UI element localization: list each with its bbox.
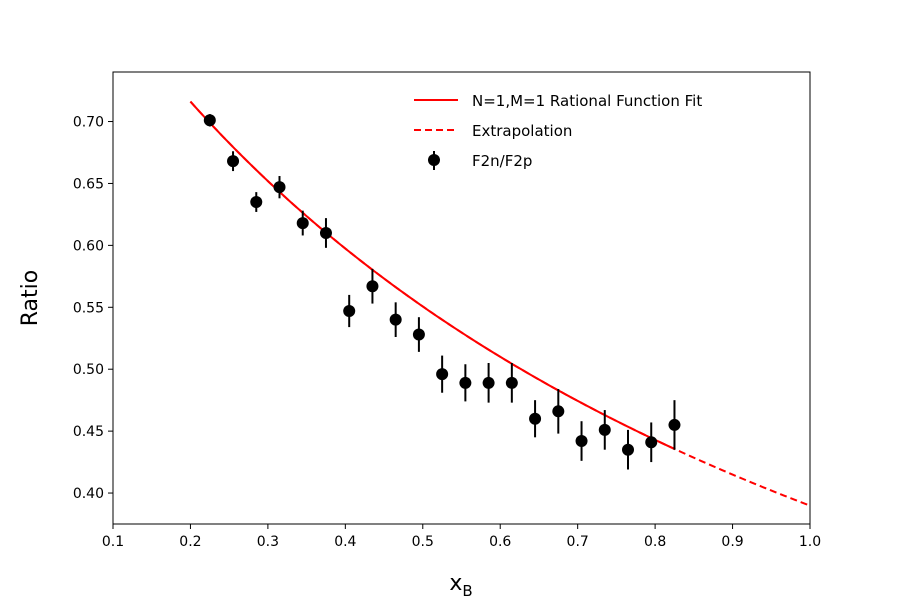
data-point (459, 376, 472, 389)
y-tick-label: 0.50 (73, 362, 104, 378)
data-point (319, 226, 332, 239)
data-point (412, 328, 425, 341)
fit-line (189, 100, 675, 450)
data-point (598, 423, 611, 436)
data-point (227, 155, 240, 168)
data-point (529, 412, 542, 425)
data-point (436, 368, 449, 381)
y-tick-label: 0.45 (73, 424, 104, 440)
data-point (552, 405, 565, 418)
x-axis-label: xB (449, 571, 472, 600)
data-point (250, 196, 263, 209)
data-point (296, 217, 309, 230)
data-point (273, 181, 286, 194)
legend-fit-label: N=1,M=1 Rational Function Fit (472, 92, 702, 110)
legend-extrapolation-label: Extrapolation (472, 122, 572, 140)
data-point (645, 436, 658, 449)
legend-data-label: F2n/F2p (472, 152, 532, 170)
data-point (203, 114, 216, 127)
data-point (575, 435, 588, 448)
legend-data-marker (428, 154, 440, 166)
data-point (343, 305, 356, 318)
data-point (668, 418, 681, 431)
x-axis-ticks: 0.1 0.2 0.3 0.4 0.5 0.6 0.7 0.8 0.9 1.0 (102, 524, 821, 550)
points-layer (203, 114, 681, 470)
data-point (389, 313, 402, 326)
y-axis-label: Ratio (18, 270, 43, 326)
y-tick-label: 0.60 (73, 238, 104, 254)
fit-layer (189, 100, 811, 507)
x-tick-label: 0.9 (721, 534, 743, 550)
x-tick-label: 0.4 (334, 534, 356, 550)
y-axis-ticks: 0.40 0.45 0.50 0.55 0.60 0.65 0.70 (73, 115, 113, 502)
x-tick-label: 0.7 (567, 534, 589, 550)
y-tick-label: 0.70 (73, 115, 104, 131)
data-point (622, 443, 635, 456)
x-tick-label: 0.1 (102, 534, 124, 550)
data-point (482, 376, 495, 389)
x-tick-label: 0.8 (644, 534, 666, 550)
x-tick-label: 0.6 (489, 534, 511, 550)
legend: N=1,M=1 Rational Function Fit Extrapolat… (414, 92, 702, 170)
y-tick-label: 0.55 (73, 300, 104, 316)
data-point (366, 280, 379, 293)
x-tick-label: 0.2 (179, 534, 201, 550)
x-axis-label-main: x (449, 571, 462, 596)
y-tick-label: 0.40 (73, 486, 104, 502)
plot-frame (112, 71, 811, 525)
y-tick-label: 0.65 (73, 176, 104, 192)
x-tick-label: 1.0 (799, 534, 821, 550)
data-point (505, 376, 518, 389)
x-tick-label: 0.3 (257, 534, 279, 550)
x-tick-label: 0.5 (412, 534, 434, 550)
x-axis-label-subscript: B (462, 582, 472, 600)
